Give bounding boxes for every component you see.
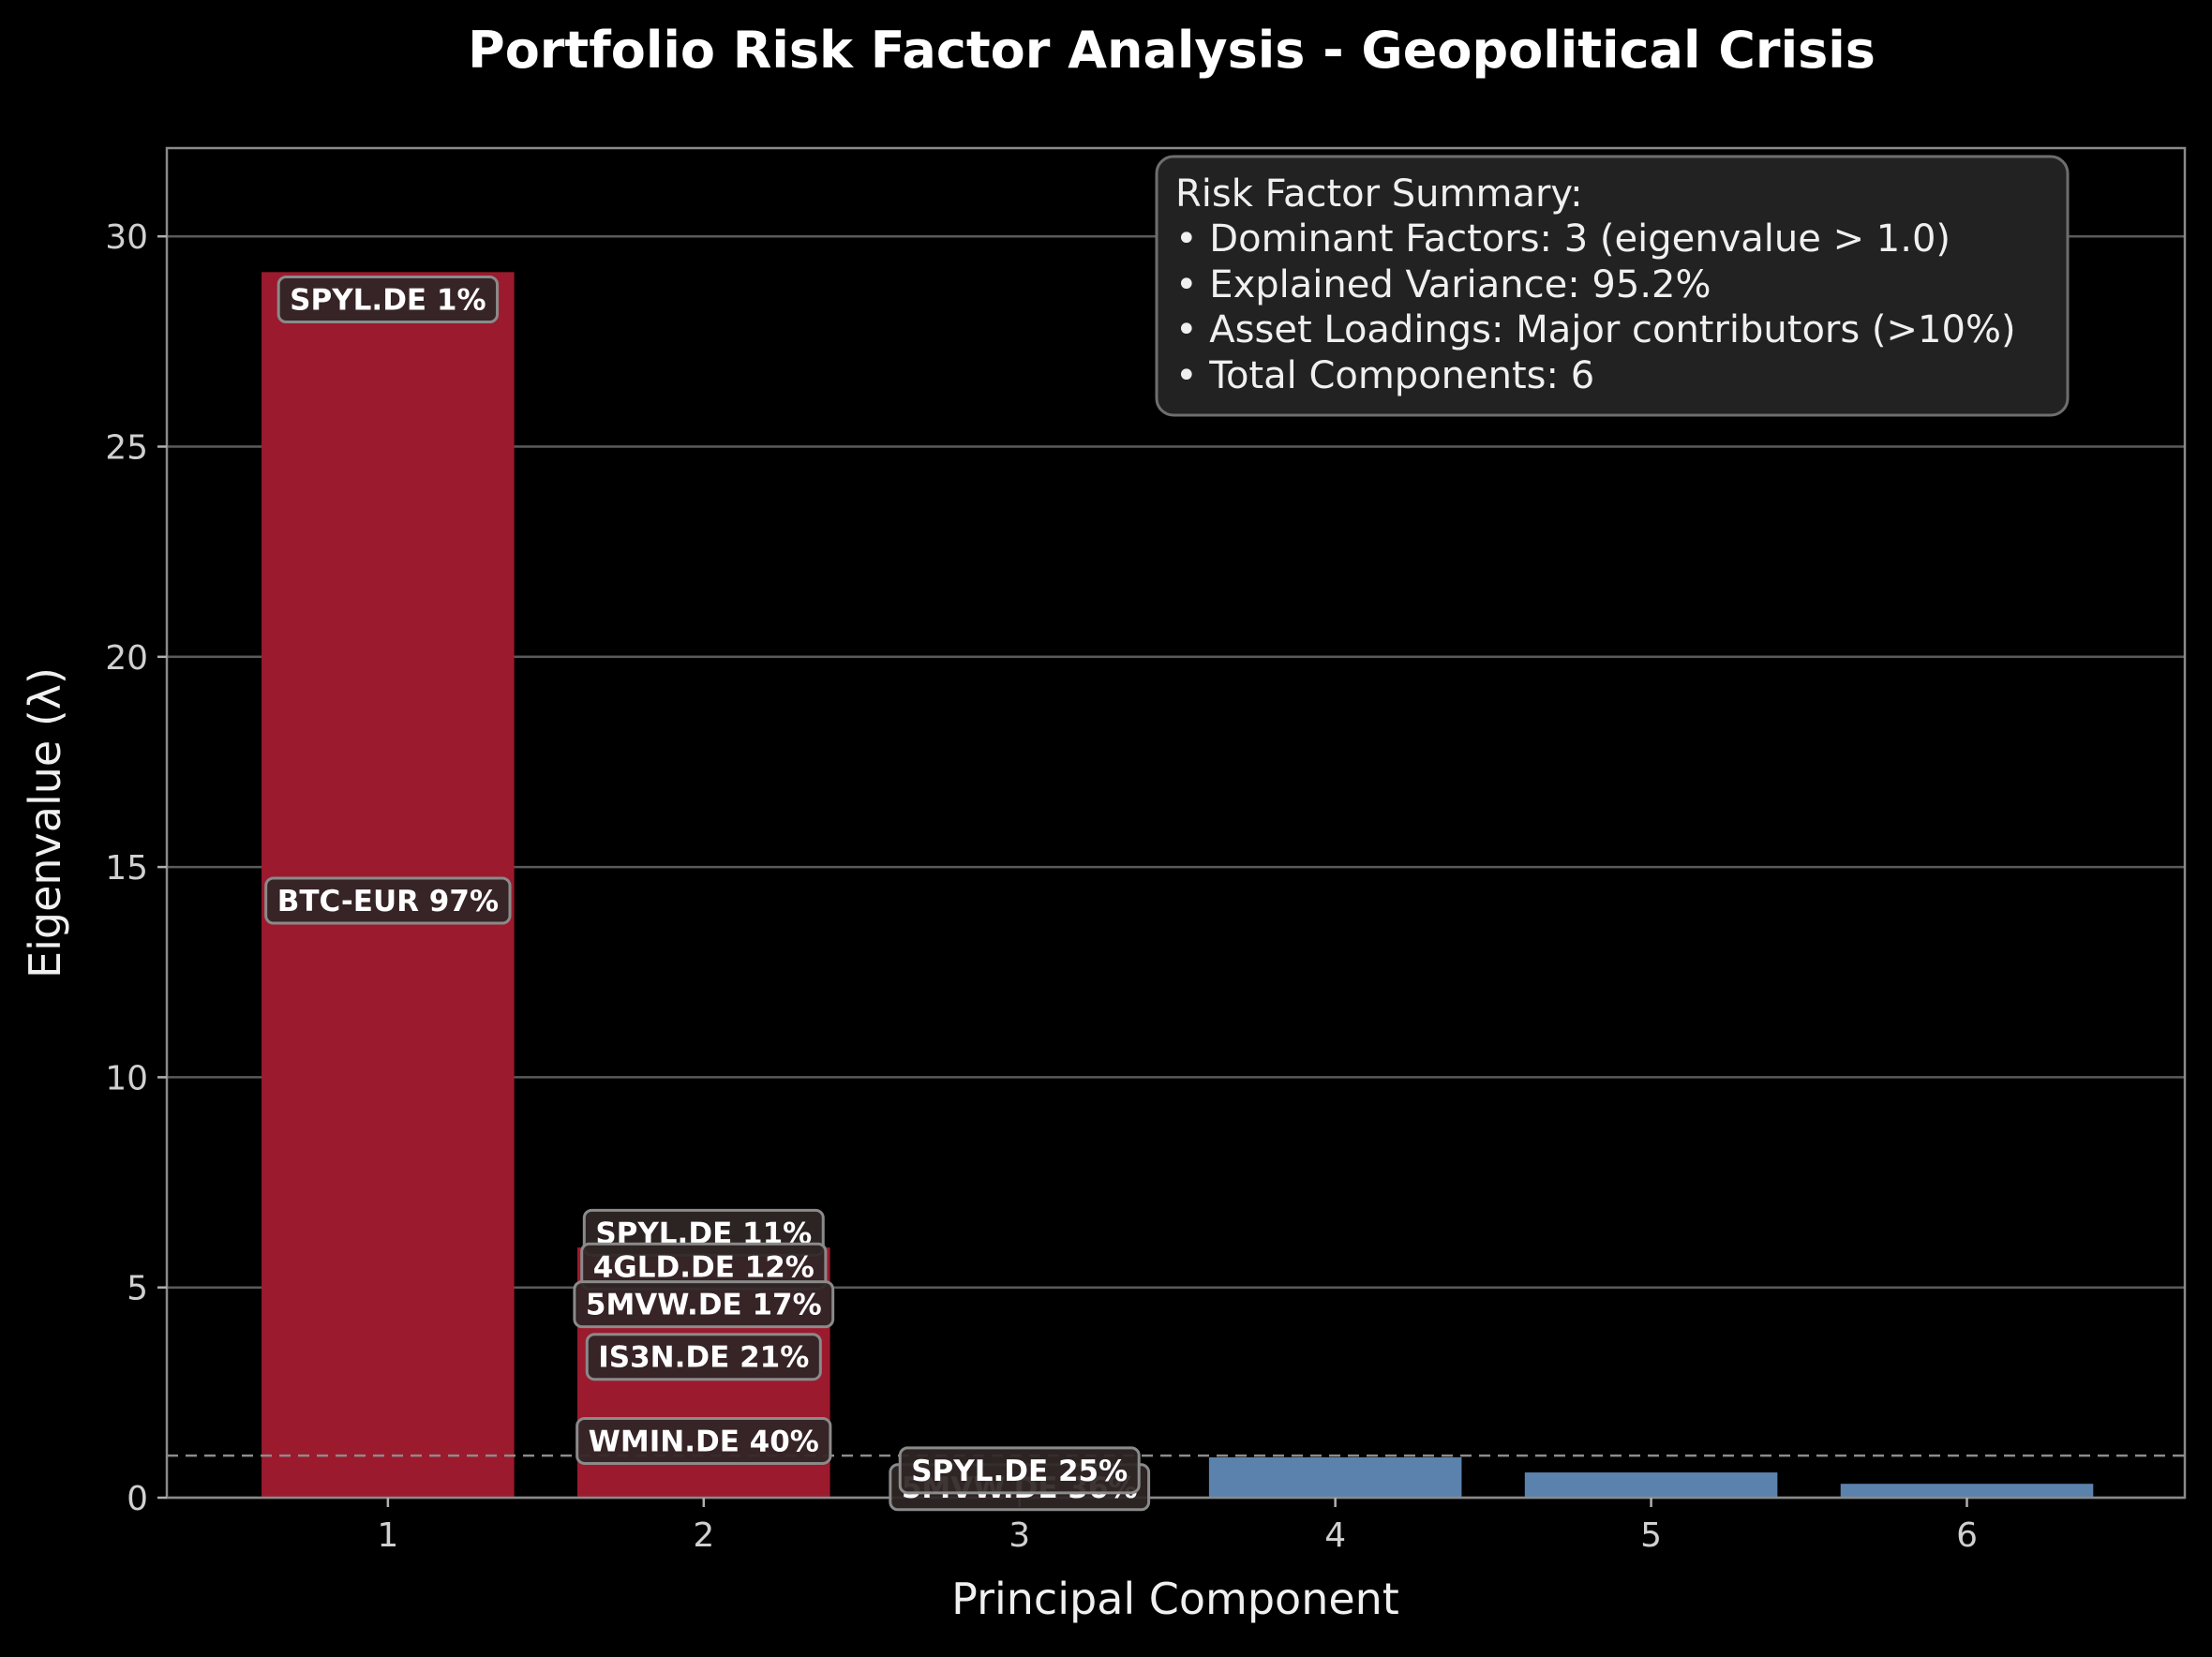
bar-component-6 <box>1840 1484 2094 1498</box>
y-tick-label: 20 <box>105 639 148 678</box>
summary-dominant-factors: • Dominant Factors: 3 (eigenvalue > 1.0) <box>1175 217 1950 261</box>
bar-label-text: 4GLD.DE 12% <box>593 1250 815 1284</box>
x-tick-label: 4 <box>1324 1516 1346 1555</box>
chart-title: Portfolio Risk Factor Analysis - Geopoli… <box>468 21 1876 80</box>
risk-summary-box: Risk Factor Summary: • Dominant Factors:… <box>1155 155 2070 417</box>
axis-ticks: 0 5 10 15 20 25 30 1 2 3 4 5 6 <box>105 218 1978 1555</box>
bar-label-box <box>898 1446 1141 1495</box>
summary-heading: Risk Factor Summary: <box>1175 172 1583 216</box>
summary-box-background <box>1155 155 2070 417</box>
y-tick-label: 30 <box>105 218 148 257</box>
y-tick-label: 5 <box>127 1270 148 1308</box>
bar-label: SPYL.DE 1% <box>276 275 500 323</box>
bar-label: 5MVW.DE 17% <box>573 1280 835 1329</box>
bar-label-box <box>573 1280 835 1329</box>
plot-frame <box>165 146 2187 1500</box>
y-tick-label: 10 <box>105 1059 148 1097</box>
summary-asset-loadings: • Asset Loadings: Major contributors (>1… <box>1175 308 2016 351</box>
bar-label: SPYL.DE 25% <box>898 1446 1141 1495</box>
x-tick-label: 2 <box>693 1516 714 1555</box>
y-tick-label: 25 <box>105 429 148 468</box>
bar-label: 4GLD.DE 12% <box>580 1242 828 1291</box>
y-axis-label: Eigenvalue (λ) <box>20 667 70 978</box>
bar-label: IS3N.DE 21% <box>585 1333 822 1381</box>
bar-label-text: IS3N.DE 21% <box>598 1341 809 1375</box>
bar-label-box <box>264 876 512 925</box>
summary-explained-variance: • Explained Variance: 95.2% <box>1175 263 1711 306</box>
y-tick-label: 15 <box>105 849 148 888</box>
bar-label-text: WMIN.DE 40% <box>589 1425 819 1458</box>
y-tick-label: 0 <box>127 1480 148 1518</box>
bar-label-text: SPYL.DE 25% <box>911 1455 1128 1488</box>
bar-label: WMIN.DE 40% <box>575 1416 832 1465</box>
x-tick-label: 1 <box>377 1516 398 1555</box>
bar-label-text: 5MVW.DE 17% <box>586 1289 822 1322</box>
x-axis-label: Principal Component <box>951 1574 1399 1624</box>
bar-label: BTC-EUR 97% <box>264 876 512 925</box>
bar-label-text: SPYL.DE 1% <box>290 283 486 317</box>
x-tick-label: 3 <box>1009 1516 1030 1555</box>
bar-component-4 <box>1208 1456 1462 1498</box>
bar-label-box <box>585 1333 822 1381</box>
summary-total-components: • Total Components: 6 <box>1175 354 1594 397</box>
bar-component-5 <box>1524 1472 1778 1498</box>
bar-label-text: BTC-EUR 97% <box>277 885 499 918</box>
x-tick-label: 5 <box>1640 1516 1662 1555</box>
bar-label-box <box>575 1416 832 1465</box>
bar-annotations: SPYL.DE 1%BTC-EUR 97%SPYL.DE 11%4GLD.DE … <box>264 275 1151 1512</box>
bar-label-box <box>276 275 500 323</box>
x-tick-label: 6 <box>1956 1516 1978 1555</box>
